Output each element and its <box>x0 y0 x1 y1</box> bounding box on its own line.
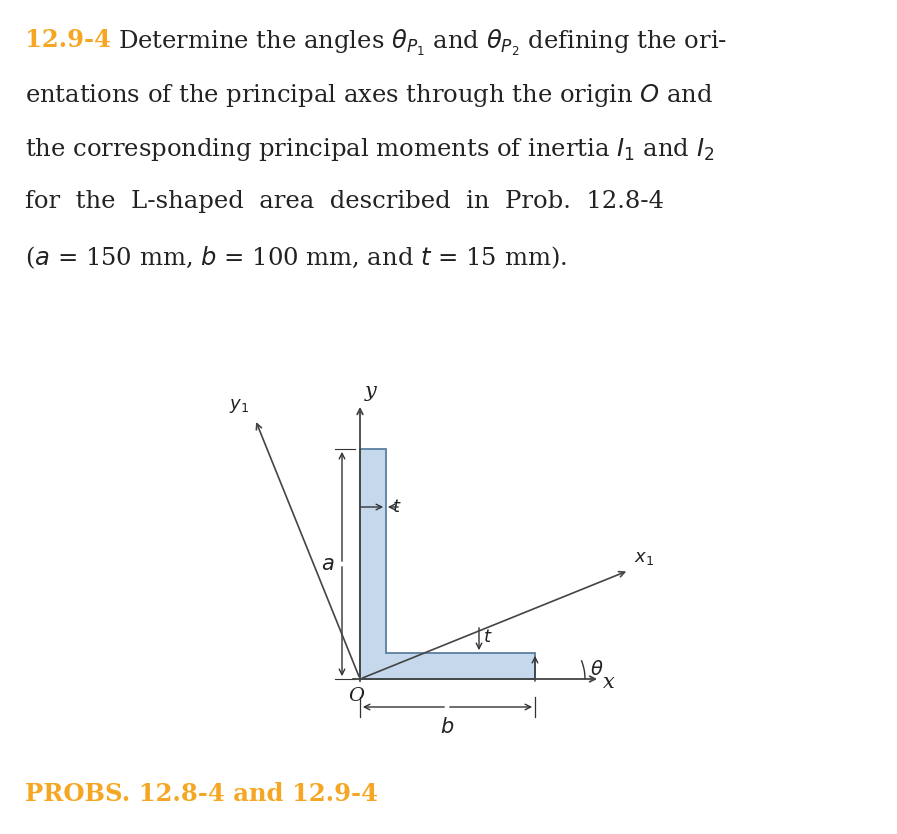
Text: entations of the principal axes through the origin $O$ and: entations of the principal axes through … <box>25 82 713 109</box>
Text: 12.9-4: 12.9-4 <box>25 28 111 52</box>
Text: $y_1$: $y_1$ <box>229 397 249 415</box>
Text: $t$: $t$ <box>392 498 402 516</box>
Text: $a$: $a$ <box>321 555 335 574</box>
Text: ($a$ = 150 mm, $b$ = 100 mm, and $t$ = 15 mm).: ($a$ = 150 mm, $b$ = 100 mm, and $t$ = 1… <box>25 244 567 270</box>
Text: $x_1$: $x_1$ <box>634 550 654 567</box>
Text: for  the  L-shaped  area  described  in  Prob.  12.8-4: for the L-shaped area described in Prob.… <box>25 190 664 213</box>
Polygon shape <box>360 449 535 679</box>
Text: PROBS. 12.8-4 and 12.9-4: PROBS. 12.8-4 and 12.9-4 <box>25 782 378 806</box>
Text: y: y <box>365 382 377 401</box>
Text: $b$: $b$ <box>440 717 455 737</box>
Text: $\theta$: $\theta$ <box>590 660 604 679</box>
Text: x: x <box>603 672 614 691</box>
Text: the corresponding principal moments of inertia $I_1$ and $I_2$: the corresponding principal moments of i… <box>25 136 714 163</box>
Text: Determine the angles $\theta_{P_1}$ and $\theta_{P_2}$ defining the ori-: Determine the angles $\theta_{P_1}$ and … <box>118 28 727 58</box>
Text: $t$: $t$ <box>483 628 492 646</box>
Text: O: O <box>348 687 364 705</box>
